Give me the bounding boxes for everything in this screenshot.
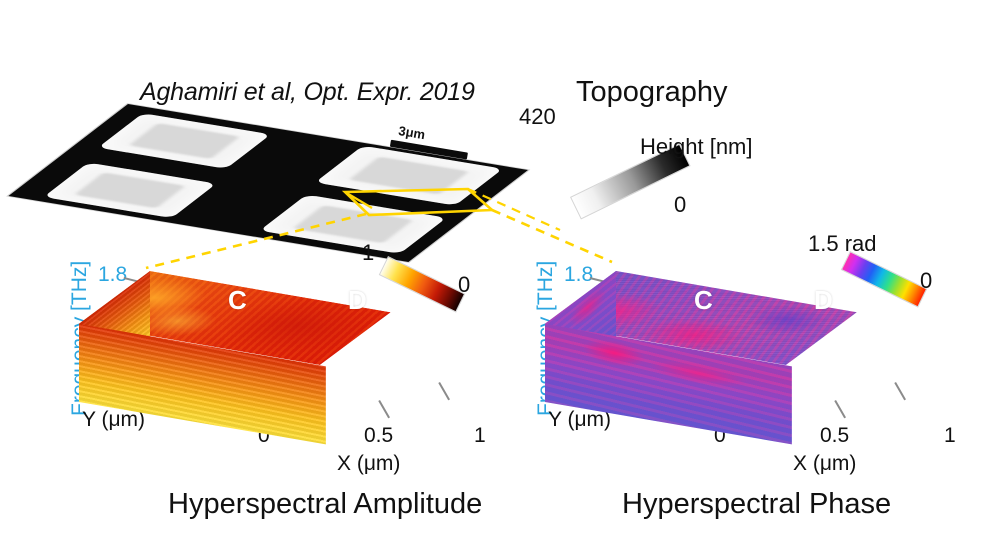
tick-mark (894, 382, 906, 401)
amplitude-x-axis-label: X (μm) (337, 452, 401, 475)
topography-colorbar-label: Height [nm] (640, 134, 753, 159)
afm-pad (43, 162, 217, 219)
phase-freq-tick-1: 1.8 (564, 263, 594, 286)
afm-pad (98, 113, 271, 169)
amplitude-colorbar (378, 256, 466, 313)
afm-pad (259, 194, 447, 254)
amplitude-caption: Hyperspectral Amplitude (168, 488, 483, 520)
tick-mark (834, 400, 846, 419)
phase-colorbar-max: 1.5 rad (808, 231, 877, 256)
amplitude-region-label-d: D (348, 285, 367, 315)
amplitude-y-axis-label: Y (μm) (82, 408, 146, 431)
topography-colorbar-min: 0 (674, 192, 687, 217)
tick-mark (438, 382, 450, 401)
phase-region-label-c: C (694, 285, 713, 315)
amplitude-colorbar-max: 1 (362, 240, 375, 265)
citation-text: Aghamiri et al, Opt. Expr. 2019 (140, 78, 475, 106)
topography-title: Topography (576, 76, 728, 108)
phase-region-label-d: D (814, 285, 833, 315)
phase-x-tick-2: 0.5 (820, 424, 850, 447)
afm-plane (8, 104, 528, 262)
phase-caption: Hyperspectral Phase (622, 488, 892, 520)
phase-colorbar (840, 251, 928, 308)
phase-y-axis-label: Y (μm) (548, 408, 612, 431)
topography-image (8, 104, 538, 262)
phase-x-tick-1: 0 (714, 424, 726, 447)
phase-colorbar-min: 0 (920, 268, 933, 293)
amplitude-x-tick-2: 0.5 (364, 424, 394, 447)
phase-x-axis-label: X (μm) (793, 452, 857, 475)
amplitude-x-tick-3: 1 (474, 424, 486, 447)
amplitude-region-label-c: C (228, 285, 247, 315)
amplitude-freq-tick-1: 1.8 (98, 263, 128, 286)
amplitude-colorbar-min: 0 (458, 272, 471, 297)
phase-x-tick-3: 1 (944, 424, 956, 447)
tick-mark (378, 400, 390, 419)
afm-pad (315, 145, 503, 206)
amplitude-x-tick-1: 0 (258, 424, 270, 447)
topography-colorbar-max: 420 (519, 104, 556, 129)
